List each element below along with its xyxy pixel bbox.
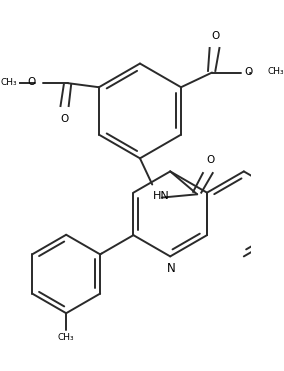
Text: O: O <box>211 32 220 42</box>
Text: CH₃: CH₃ <box>268 67 284 76</box>
Text: O: O <box>245 67 253 77</box>
Text: HN: HN <box>153 191 170 201</box>
Text: O: O <box>60 114 69 124</box>
Text: O: O <box>27 77 35 87</box>
Text: O: O <box>206 155 214 165</box>
Text: CH₃: CH₃ <box>58 333 74 342</box>
Text: N: N <box>167 262 176 275</box>
Text: CH₃: CH₃ <box>1 78 17 87</box>
